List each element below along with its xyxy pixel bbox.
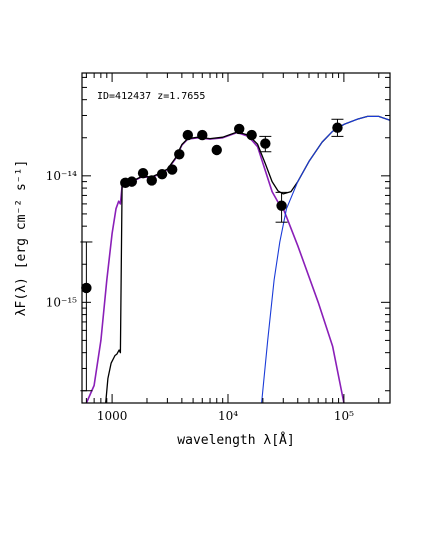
data-point: [166, 164, 178, 175]
axis-ticks: [82, 73, 390, 403]
y-tick-label: 10⁻¹⁵: [46, 295, 77, 309]
data-point: [246, 129, 257, 141]
data-point: [174, 149, 185, 160]
x-tick-label: 1000: [97, 409, 128, 423]
data-point: [260, 138, 271, 149]
data-point: [81, 282, 92, 294]
plot-frame: [81, 72, 391, 404]
x-axis-label: wavelength λ[Å]: [177, 432, 294, 448]
data-point: [146, 175, 157, 186]
data-point: [276, 200, 287, 211]
axis-tick-labels: 1000 10⁴ 10⁵ 10⁻¹⁵ 10⁻¹⁴: [46, 169, 354, 423]
data-point: [234, 123, 245, 135]
y-axis-label: λF(λ) [erg cm⁻² s⁻¹]: [14, 160, 29, 317]
data-point: [182, 129, 193, 141]
y-tick-label: 10⁻¹⁴: [46, 169, 77, 183]
model-curve-blue: [261, 115, 391, 404]
data-point: [197, 129, 208, 141]
x-tick-label: 10⁴: [218, 409, 238, 423]
data-point: [137, 167, 149, 179]
data-point: [211, 144, 222, 156]
observed-data-points: [80, 118, 344, 392]
data-point: [126, 176, 138, 187]
source-id-annotation: ID=412437 z=1.7655: [97, 91, 205, 102]
x-tick-label: 10⁵: [334, 409, 354, 423]
data-point: [332, 122, 343, 133]
data-point: [156, 169, 168, 180]
